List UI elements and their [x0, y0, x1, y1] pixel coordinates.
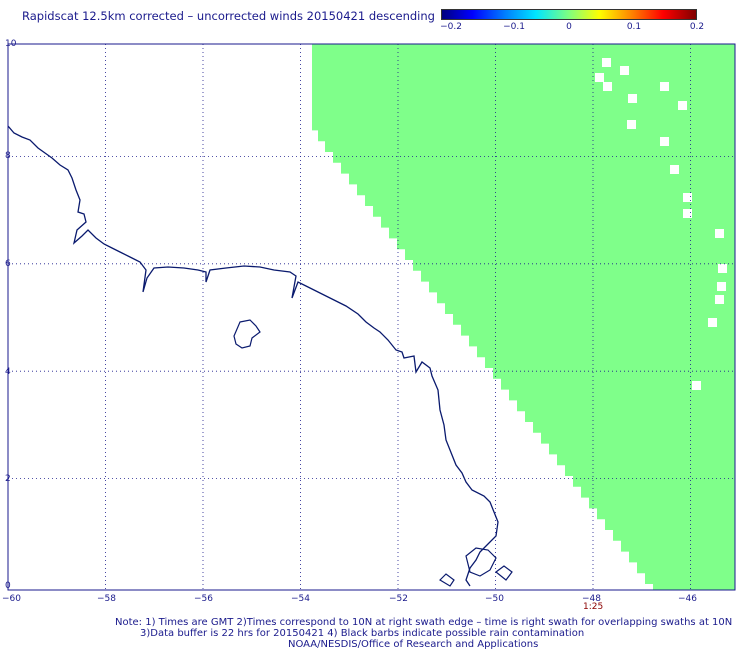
missing-data-cell	[715, 295, 724, 304]
lat-label: 8	[5, 151, 11, 161]
lon-label: −50	[485, 594, 504, 604]
missing-data-cell	[595, 73, 604, 82]
missing-data-cell	[628, 94, 637, 103]
swath-coverage	[312, 44, 735, 590]
note-line-3: NOAA/NESDIS/Office of Research and Appli…	[288, 639, 539, 650]
map-frame	[7, 43, 736, 591]
lon-label: −52	[389, 594, 408, 604]
coastline	[7, 125, 499, 587]
missing-data-cell	[660, 82, 669, 91]
colorbar-tick: 0	[566, 22, 572, 32]
lat-label: 0	[5, 581, 11, 591]
lat-label: 10	[5, 39, 17, 49]
lat-label: 4	[5, 367, 11, 377]
missing-data-cell	[627, 120, 636, 129]
missing-data-cell	[717, 282, 726, 291]
colorbar-tick: −0.2	[440, 22, 462, 32]
lon-label: −60	[2, 594, 21, 604]
missing-data-cell	[620, 66, 629, 75]
missing-data-cell	[715, 229, 724, 238]
missing-data-cell	[683, 193, 692, 202]
colorbar-tick: −0.1	[503, 22, 525, 32]
note-line-1: Note: 1) Times are GMT 2)Times correspon…	[115, 617, 733, 628]
lat-label: 2	[5, 474, 11, 484]
missing-data-cell	[708, 318, 717, 327]
swath-time-label: 1:25	[583, 602, 604, 612]
missing-data-cell	[602, 58, 611, 67]
lon-label: −46	[678, 594, 697, 604]
missing-data-cell	[660, 137, 669, 146]
missing-data-cell	[603, 82, 612, 91]
lat-label: 6	[5, 259, 11, 269]
colorbar-tick: 0.1	[626, 22, 642, 32]
missing-data-cell	[718, 264, 727, 273]
note-line-2: 3)Data buffer is 22 hrs for 20150421 4) …	[140, 628, 585, 639]
missing-data-cell	[683, 209, 692, 218]
lon-label: −56	[194, 594, 213, 604]
missing-data-cell	[678, 101, 687, 110]
colorbar-tick: 0.2	[689, 22, 705, 32]
marajo-island	[233, 319, 513, 587]
lon-label: −48	[582, 594, 601, 604]
lon-label: −58	[97, 594, 116, 604]
colorbar	[441, 9, 697, 20]
missing-data-cell	[692, 381, 701, 390]
lat-lon-grid	[8, 44, 735, 590]
lon-label: −54	[291, 594, 310, 604]
swath-fill	[312, 44, 735, 590]
missing-data-cell	[670, 165, 679, 174]
map-title: Rapidscat 12.5km corrected – uncorrected…	[22, 9, 435, 23]
